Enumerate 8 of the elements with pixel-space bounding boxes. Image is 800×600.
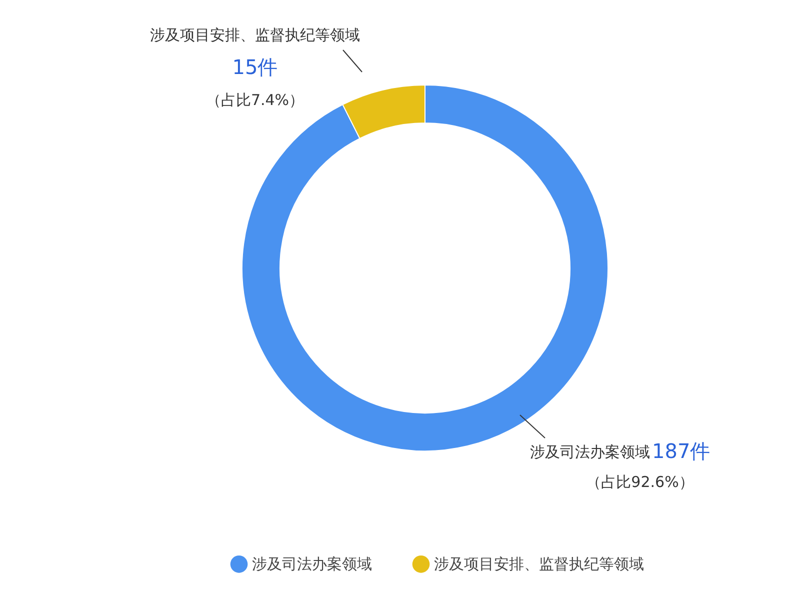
text: （占比7.4%） (206, 91, 304, 109)
legend-label: 涉及项目安排、监督执纪等领域 (434, 555, 644, 574)
slice-label: 涉及司法办案领域 (530, 443, 650, 461)
slice-label: 涉及项目安排、监督执纪等领域 (150, 26, 360, 44)
data-label: 15件 (232, 55, 278, 79)
data-label: 187件 (652, 439, 710, 463)
text: （占比92.6%） (586, 473, 694, 491)
legend-label: 涉及司法办案领域 (252, 555, 372, 574)
